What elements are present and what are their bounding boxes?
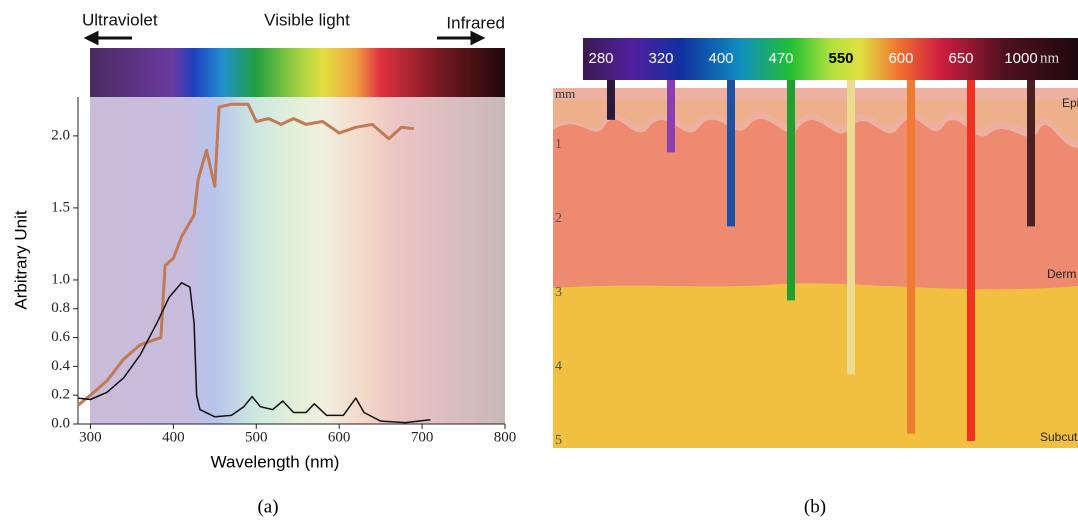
- penetration-bar: [907, 80, 915, 434]
- x-tick-label: 600: [328, 429, 351, 445]
- x-tick-label: 700: [411, 429, 434, 445]
- y-tick-label: 0.2: [51, 387, 70, 403]
- arrow: [437, 30, 486, 46]
- y-tick-label: 0.6: [51, 329, 70, 345]
- penetration-bar: [787, 80, 795, 301]
- y-tick-label: 1.5: [51, 199, 70, 215]
- depth-tick-label: 2: [555, 211, 562, 226]
- penetration-bar: [607, 80, 615, 120]
- line-series: [77, 282, 431, 424]
- annotation: Ultraviolet: [82, 10, 158, 29]
- wavelength-label: 550: [828, 50, 853, 67]
- depth-unit: mm: [555, 86, 575, 101]
- subcutis: [553, 283, 1078, 448]
- penetration-bar: [1027, 80, 1035, 227]
- epidermis: [553, 100, 1078, 140]
- y-tick-label: 0.8: [51, 300, 70, 316]
- x-axis-label: Wavelength (nm): [211, 452, 340, 471]
- layer-label: Derm: [1047, 267, 1076, 281]
- panel-label: (a): [257, 496, 278, 517]
- wavelength-label: 400: [708, 50, 733, 67]
- wavelength-label: 600: [888, 50, 913, 67]
- depth-tick-label: 3: [555, 285, 562, 300]
- x-tick-label: 500: [245, 429, 268, 445]
- wavelength-label: 470: [768, 50, 793, 67]
- y-tick-label: 1.0: [51, 271, 70, 287]
- y-tick-label: 0.0: [51, 415, 70, 431]
- y-tick-label: 2.0: [51, 127, 70, 143]
- penetration-bar: [667, 80, 675, 153]
- depth-tick-label: 4: [555, 359, 562, 374]
- plot-background: [90, 97, 505, 424]
- annotation: Infrared: [446, 13, 505, 32]
- wavelength-label: 320: [648, 50, 673, 67]
- depth-tick-label: 1: [555, 137, 562, 152]
- spectrum-bar: [90, 48, 505, 97]
- x-tick-label: 800: [494, 429, 517, 445]
- panel-b: mm nm Epiderm Derm Subcut (b) 1 2 3 4 5 280 32…: [553, 38, 1078, 517]
- y-tick-label: 0.4: [51, 358, 70, 374]
- spectrum-bar: [583, 38, 1078, 80]
- layer-label: Epiderm: [1062, 96, 1078, 110]
- panel-a: Ultraviolet Visible light Infrared Wavel…: [11, 10, 516, 517]
- arrow: [83, 30, 132, 46]
- y-axis-label: Arbitrary Unit: [11, 210, 30, 309]
- wavelength-label: 650: [948, 50, 973, 67]
- layer-label: Subcut: [1040, 430, 1078, 444]
- depth-tick-label: 5: [555, 433, 562, 448]
- x-tick-label: 300: [79, 429, 102, 445]
- wavelength-label: 1000: [1004, 50, 1037, 67]
- penetration-bar: [727, 80, 735, 227]
- wavelength-unit: nm: [1040, 50, 1060, 66]
- panel-label: (b): [804, 496, 826, 517]
- wavelength-label: 280: [588, 50, 613, 67]
- annotation: Visible light: [264, 10, 350, 29]
- penetration-bar: [967, 80, 975, 441]
- x-tick-label: 400: [162, 429, 185, 445]
- penetration-bar: [847, 80, 855, 375]
- line-series: [77, 102, 414, 407]
